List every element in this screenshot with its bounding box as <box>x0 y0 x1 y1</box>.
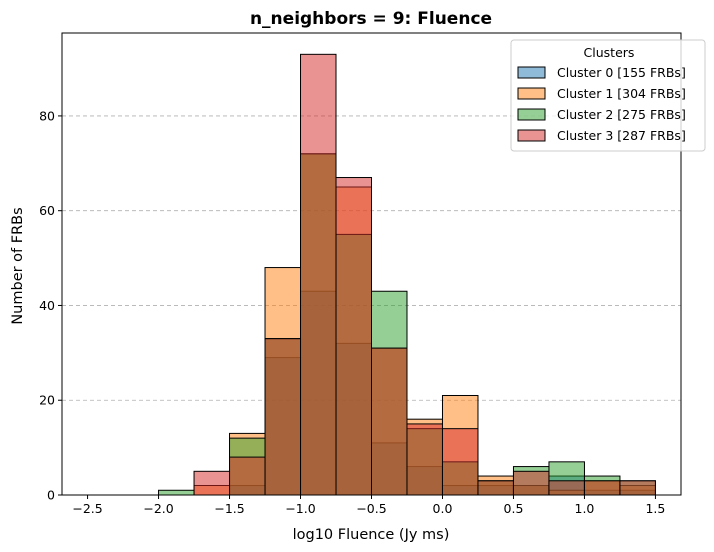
legend: Clusters Cluster 0 [155 FRBs] Cluster 1 [… <box>510 39 706 152</box>
legend-entries: Cluster 0 [155 FRBs] Cluster 1 [304 FRBs]… <box>517 65 686 143</box>
histogram-bar-cluster-3 <box>477 480 514 496</box>
x-axis-label: log10 Fluence (Jy ms) <box>293 527 450 543</box>
histogram-bar-cluster-3 <box>300 53 337 496</box>
y-axis-ticks: 0 20 40 60 80 <box>39 108 62 503</box>
x-tick-label: −2.5 <box>72 501 102 516</box>
histogram-bar-cluster-3 <box>619 480 656 496</box>
y-tick-label: 20 <box>39 393 55 408</box>
histogram-bar-cluster-3 <box>264 338 302 496</box>
histogram-bar-cluster-3 <box>583 480 621 496</box>
y-tick-label: 40 <box>39 298 55 313</box>
legend-label-cluster-3: Cluster 3 [287 FRBs] <box>557 128 686 143</box>
x-tick-label: −2.0 <box>143 501 173 516</box>
histogram-bar-cluster-3 <box>371 347 408 496</box>
x-tick-label: −1.5 <box>214 501 244 516</box>
y-tick-label: 0 <box>47 488 55 503</box>
legend-box <box>510 39 706 152</box>
legend-swatch-cluster-0 <box>517 66 546 79</box>
x-axis-ticks: −2.5 −2.0 −1.5 −1.0 −0.5 0.0 0.5 1.0 1.5 <box>72 495 665 516</box>
histogram-bar-cluster-3 <box>548 480 585 496</box>
chart-title: n_neighbors = 9: Fluence <box>250 9 492 29</box>
x-tick-label: 1.0 <box>575 501 595 516</box>
x-tick-label: 0.5 <box>504 501 524 516</box>
legend-label-cluster-0: Cluster 0 [155 FRBs] <box>557 65 686 80</box>
legend-swatch-cluster-3 <box>517 129 546 142</box>
legend-swatch-cluster-2 <box>517 108 546 121</box>
x-tick-label: −1.0 <box>285 501 315 516</box>
histogram-bars <box>158 53 656 496</box>
histogram-bar-cluster-3 <box>229 456 266 496</box>
histogram-bar-cluster-3 <box>441 428 479 496</box>
y-tick-label: 60 <box>39 203 55 218</box>
legend-title: Clusters <box>584 45 635 60</box>
x-tick-label: −0.5 <box>356 501 386 516</box>
y-tick-label: 80 <box>39 108 55 123</box>
histogram-bar-cluster-3 <box>335 177 372 496</box>
legend-label-cluster-2: Cluster 2 [275 FRBs] <box>557 107 686 122</box>
histogram-bar-cluster-3 <box>193 470 231 496</box>
histogram-bar-cluster-3 <box>512 470 550 496</box>
x-tick-label: 0.0 <box>433 501 453 516</box>
legend-label-cluster-1: Cluster 1 [304 FRBs] <box>557 86 686 101</box>
legend-swatch-cluster-1 <box>517 87 546 100</box>
y-axis-label: Number of FRBs <box>10 207 26 324</box>
histogram-bar-cluster-3 <box>406 423 443 496</box>
x-tick-label: 1.5 <box>645 501 665 516</box>
histogram-bar-cluster-2 <box>158 489 195 496</box>
